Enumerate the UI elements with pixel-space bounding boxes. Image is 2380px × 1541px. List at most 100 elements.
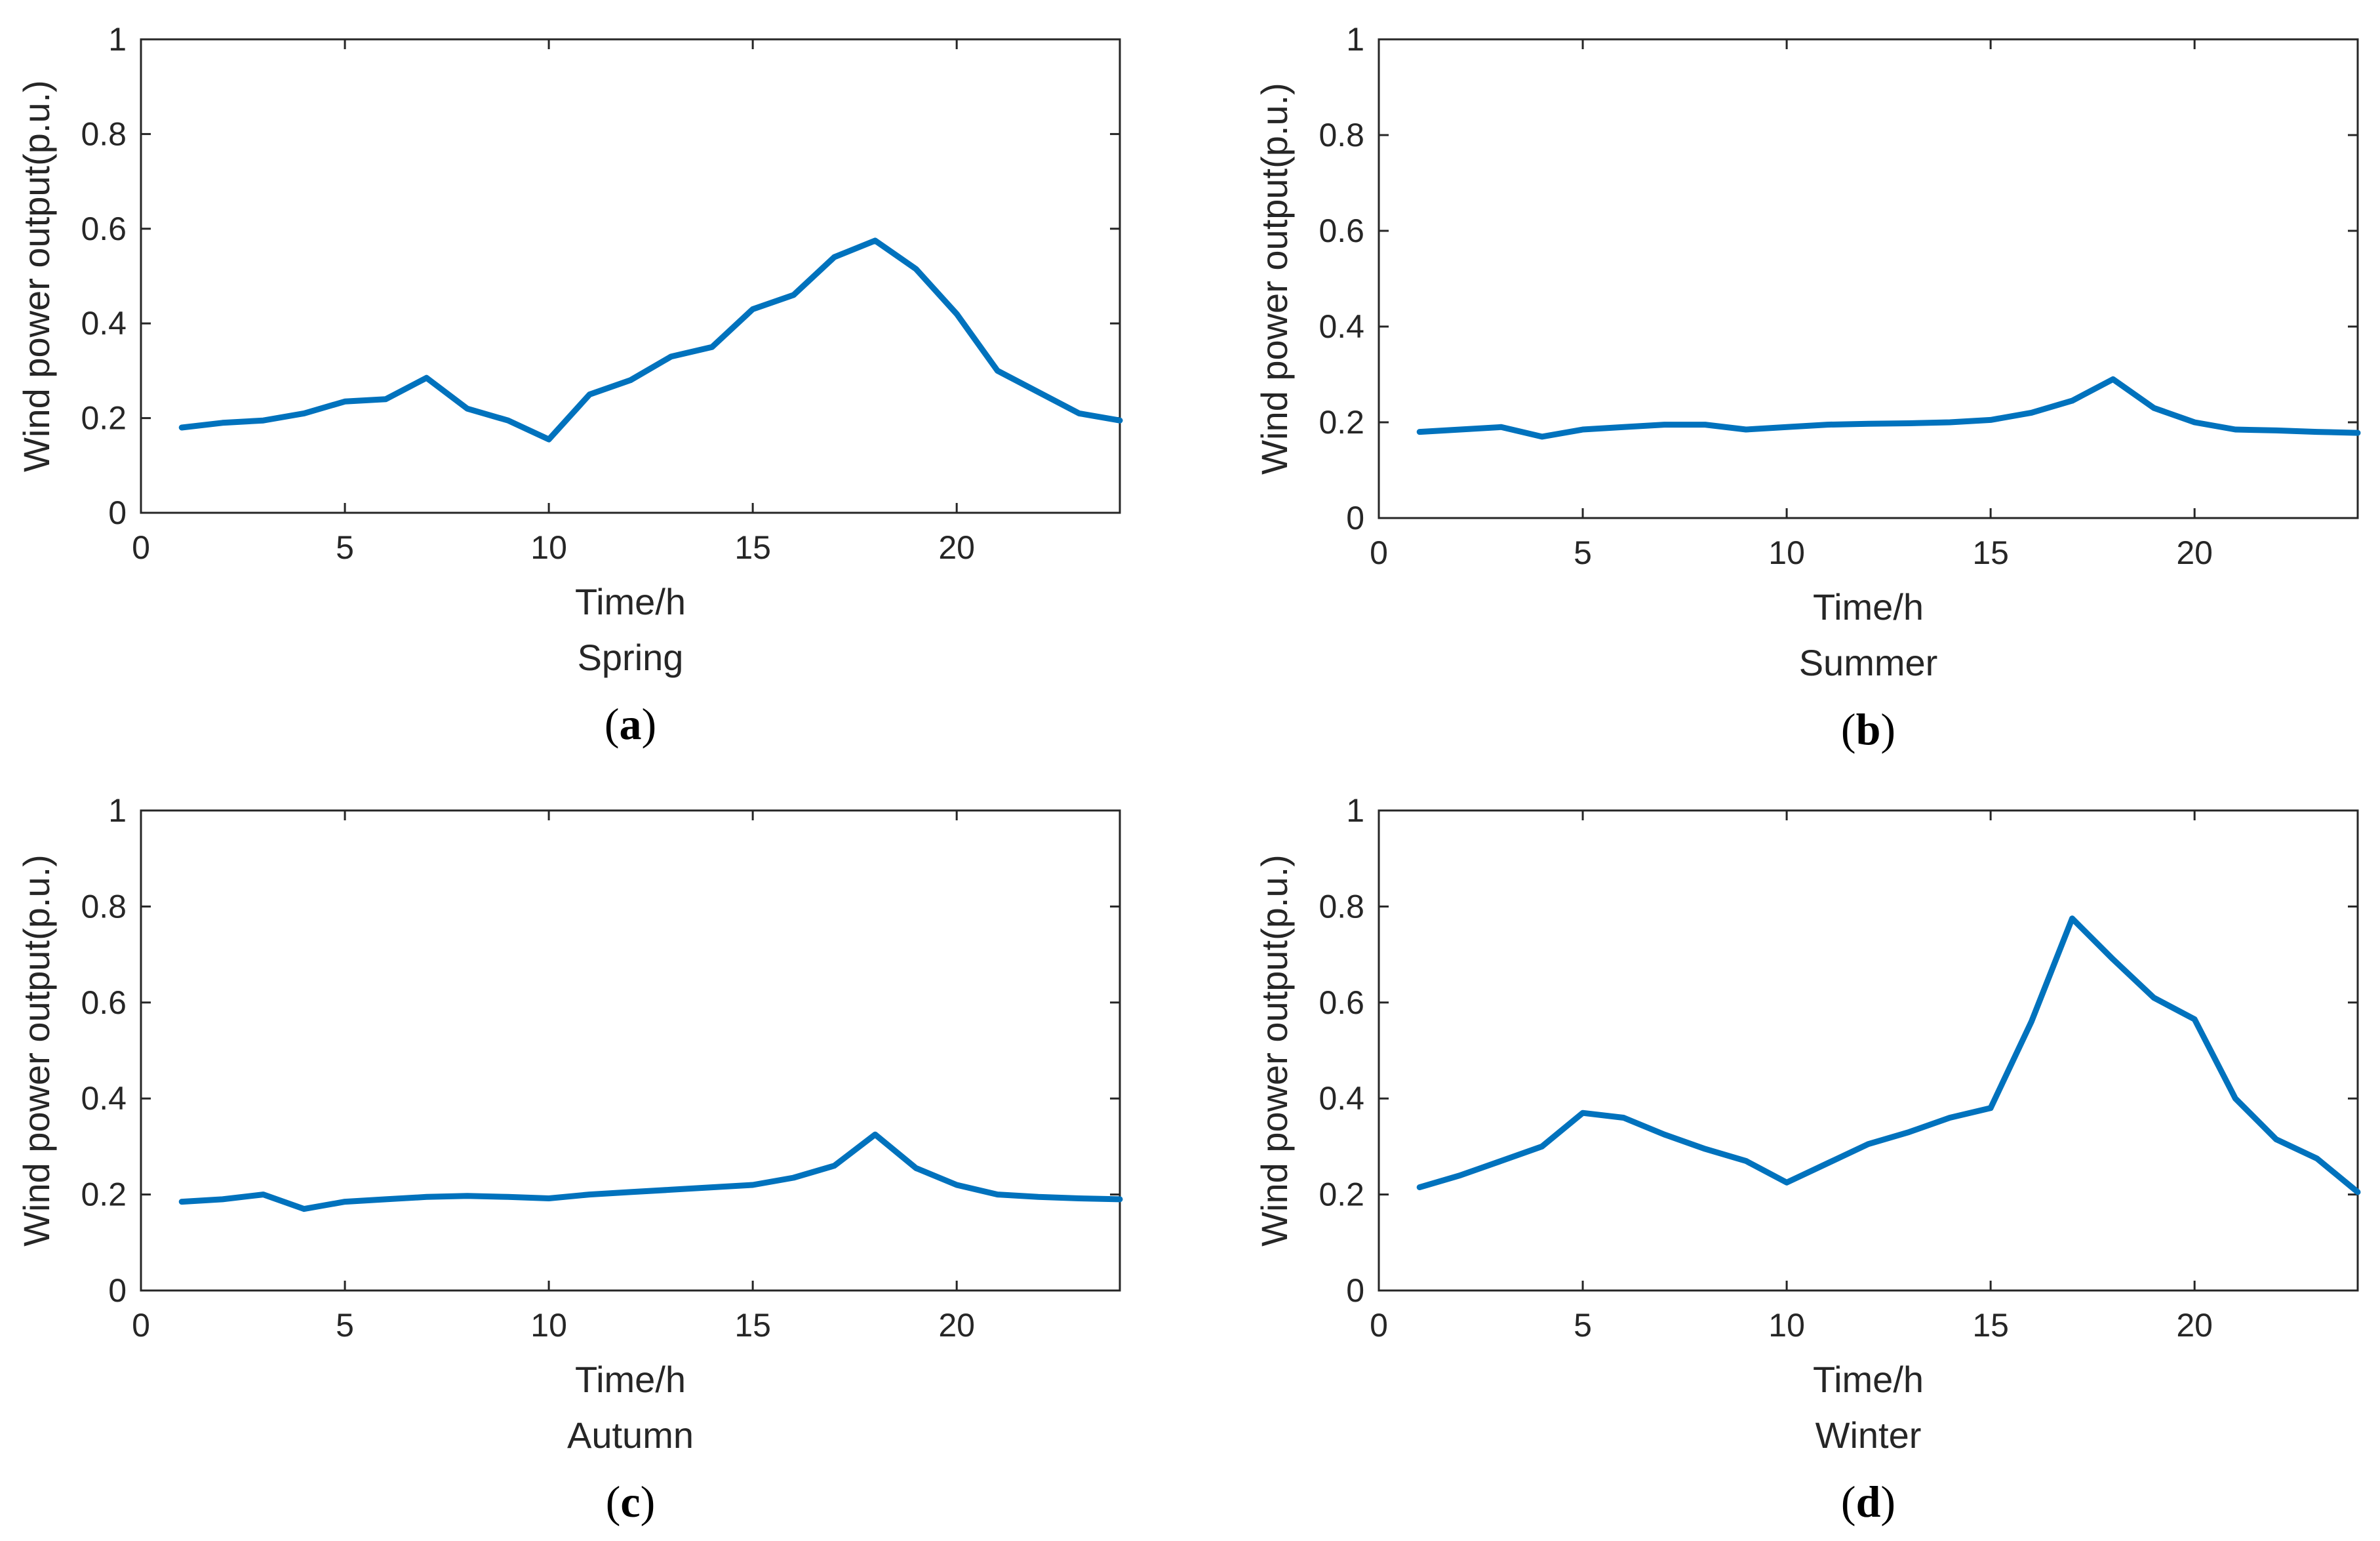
panel-d-data-point: [2110, 956, 2116, 962]
panel-a-data-point: [750, 306, 756, 312]
panel-d-data-point: [1947, 1115, 1953, 1121]
panel-c-x-tick-label: 5: [336, 1307, 354, 1344]
panel-d-x-axis-label: Time/h: [1813, 1359, 1924, 1400]
panel-b-data-point: [2232, 426, 2238, 432]
panel-c-y-tick-label: 0.8: [81, 888, 127, 925]
panel-a-x-tick-label: 20: [938, 529, 975, 566]
panel-c-data-point: [913, 1165, 919, 1171]
panel-d-data-point: [2355, 1189, 2361, 1195]
panel-b-data-point: [2192, 420, 2198, 426]
panel-c-data-point: [505, 1194, 511, 1200]
panel-c-data-point: [260, 1191, 266, 1197]
panel-a-y-tick-label: 0.2: [81, 400, 127, 437]
panel-b-data-point: [1580, 426, 1586, 432]
panel-b-data-point: [1702, 422, 1708, 428]
panel-a-data-point: [627, 377, 633, 383]
panel-d-x-tick-label: 0: [1370, 1307, 1388, 1344]
panel-d-data-point: [1580, 1110, 1586, 1116]
panel-d-y-tick-label: 0.2: [1319, 1176, 1364, 1213]
panel-a-caption-letter: a: [620, 699, 642, 749]
panel-c-x-tick-label: 0: [132, 1307, 150, 1344]
panel-c-x-tick-label: 10: [530, 1307, 567, 1344]
panel-b-x-tick-label: 5: [1574, 534, 1592, 571]
panel-d-y-tick-label: 0.6: [1319, 984, 1364, 1021]
panel-a-data-point: [831, 254, 837, 260]
panel-d-x-tick-label: 5: [1574, 1307, 1592, 1344]
panel-a-data-point: [546, 437, 552, 443]
panel-b-y-tick-label: 0.8: [1319, 117, 1364, 153]
panel-b-data-point: [1988, 417, 1994, 423]
panel-a-data-point: [668, 353, 674, 359]
panel-d-y-tick-label: 0.8: [1319, 888, 1364, 925]
panel-a-data-point: [1117, 418, 1123, 424]
panel-a-data-point: [1076, 410, 1082, 416]
panel-c-data-point: [709, 1184, 715, 1190]
panel-a-data-point: [179, 425, 185, 431]
panel-c-caption-letter: c: [620, 1477, 640, 1527]
panel-d-data-point: [1784, 1180, 1790, 1186]
panel-c-caption: (c): [606, 1477, 656, 1527]
panel-a-x-axis-label: Time/h: [575, 581, 686, 622]
panel-b-data-point: [1621, 424, 1627, 430]
panel-b-y-tick-label: 0.6: [1319, 212, 1364, 249]
panel-b-data-point: [2273, 428, 2279, 433]
panel-a-data-point: [301, 410, 307, 416]
panel-c: 0 5 10 15 20 0 0.2 0.4 0.6 0.8 1 Wind power output(…: [16, 792, 1123, 1527]
panel-d-data-point: [1702, 1146, 1708, 1152]
panel-d-data-point: [2273, 1136, 2279, 1142]
panel-a-data-point: [505, 418, 511, 424]
panel-b-data-point: [1539, 433, 1545, 439]
panel-d-axes-box: [1378, 809, 2359, 1292]
panel-b-y-tick-label: 0.4: [1319, 308, 1364, 345]
panel-b-data-point: [1906, 420, 1912, 426]
panel-b-y-tick-label: 0: [1346, 500, 1364, 536]
panel-d-x-tick-label: 10: [1768, 1307, 1805, 1344]
panel-d-x-tick-label: 15: [1972, 1307, 2009, 1344]
panel-d-season-label: Winter: [1815, 1414, 1922, 1456]
panel-a-data-point: [995, 368, 1001, 374]
panel-d-caption: (d): [1841, 1477, 1895, 1527]
panel-c-y-tick-label: 0.2: [81, 1176, 127, 1213]
panel-b-data-point: [2110, 376, 2116, 382]
panel-c-x-axis-label: Time/h: [575, 1359, 686, 1400]
panel-a-data-point: [342, 399, 348, 405]
panel-c-data-point: [995, 1191, 1001, 1197]
panel-b-y-axis-label: Wind power output(p.u.): [1254, 83, 1295, 475]
panel-c-data-point: [1035, 1194, 1041, 1200]
panel-d-data-point: [1743, 1158, 1749, 1164]
panel-d-data-point: [2029, 1019, 2034, 1025]
panel-b-data-point: [1417, 429, 1423, 435]
panel-a-y-tick-label: 0.8: [81, 115, 127, 152]
panel-c-y-axis-label: Wind power output(p.u.): [16, 854, 57, 1247]
panel-b-data-point: [2151, 405, 2156, 411]
panel-b-y-tick-label: 1: [1346, 21, 1364, 58]
panel-c-data-point: [464, 1193, 470, 1199]
panel-c-data-point: [750, 1182, 756, 1188]
panel-a: 0 5 10 15 20 0 0.2 0.4 0.6 0.8 1 Wind power output(…: [16, 21, 1123, 749]
panel-b-x-tick-label: 20: [2176, 534, 2213, 571]
panel-c-y-tick-label: 1: [108, 792, 127, 829]
panel-a-y-tick-label: 1: [108, 21, 127, 58]
panel-c-data-point: [220, 1196, 226, 1202]
panel-a-series-line: [178, 237, 1123, 443]
panel-c-y-tick-label: 0.6: [81, 984, 127, 1021]
panel-d-data-point: [1539, 1144, 1545, 1150]
panel-d-y-tick-label: 0: [1346, 1272, 1364, 1309]
panel-c-data-point: [831, 1163, 837, 1169]
panel-a-x-tick-label: 0: [132, 529, 150, 566]
panel-d-caption-letter: d: [1856, 1477, 1881, 1527]
panel-a-data-point: [587, 391, 593, 397]
panel-a-data-point: [424, 375, 429, 381]
panel-a-data-point: [220, 420, 226, 426]
panel-b-season-label: Summer: [1799, 642, 1938, 683]
panel-b-data-point: [2314, 429, 2320, 435]
panel-a-x-tick-label: 5: [336, 529, 354, 566]
panel-b: 0 5 10 15 20 0 0.2 0.4 0.6 0.8 1 Wind power output(…: [1254, 21, 2361, 754]
panel-a-data-point: [383, 396, 389, 402]
panel-d-data-point: [2069, 915, 2075, 921]
panel-b-x-tick-label: 10: [1768, 534, 1805, 571]
panel-a-x-tick-label: 15: [734, 529, 771, 566]
panel-a-y-tick-label: 0: [108, 494, 127, 531]
panel-c-data-point: [1076, 1195, 1082, 1201]
panel-a-data-point: [913, 266, 919, 272]
